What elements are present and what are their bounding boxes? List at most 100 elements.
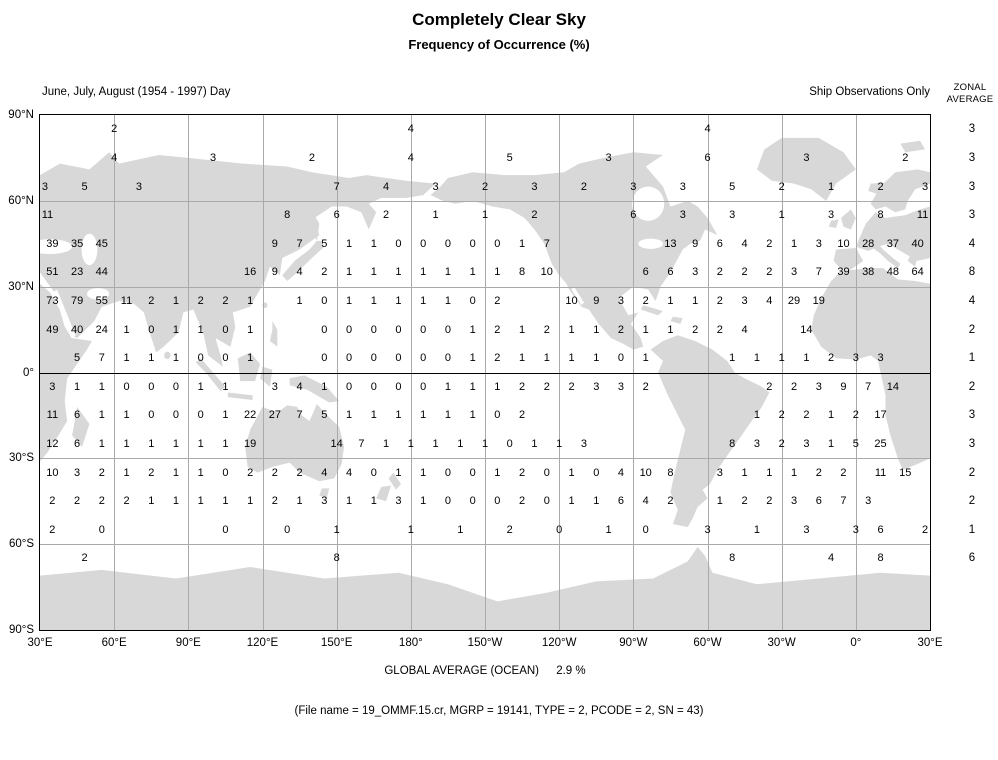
landmass-sri-lanka — [164, 351, 171, 360]
grid-value: 9 — [692, 237, 699, 250]
grid-value: 1 — [197, 438, 204, 451]
grid-value: 3 — [877, 352, 884, 365]
grid-value: 2 — [642, 294, 649, 307]
grid-value: 5 — [729, 180, 736, 193]
grid-value: 17 — [874, 409, 887, 422]
grid-value: 1 — [432, 209, 439, 222]
grid-value: 3 — [852, 523, 859, 536]
grid-value: 2 — [902, 151, 909, 164]
grid-value: 1 — [790, 237, 798, 250]
grid-value: 7 — [333, 180, 340, 193]
grid-value: 1 — [753, 523, 760, 536]
grid-value: 6 — [642, 266, 649, 279]
grid-value: 1 — [790, 466, 798, 479]
grid-value: 7 — [296, 409, 303, 422]
grid-value: 0 — [321, 294, 328, 307]
grid-value: 2 — [222, 294, 229, 307]
grid-value: 2 — [921, 523, 929, 536]
grid-value: 3 — [617, 380, 625, 393]
grid-value: 19 — [812, 294, 825, 307]
grid-value: 1 — [766, 466, 773, 479]
grid-value: 1 — [494, 266, 501, 279]
grid-value: 1 — [556, 438, 563, 451]
gridline-horizontal — [40, 286, 930, 288]
grid-value: 6 — [333, 209, 340, 222]
grid-value: 3 — [74, 466, 81, 479]
zonal-average-header: ZONAL AVERAGE — [942, 82, 998, 106]
grid-value: 4 — [321, 466, 328, 479]
grid-value: 1 — [148, 438, 155, 451]
grid-value: 1 — [828, 180, 835, 193]
grid-value: 1 — [692, 294, 699, 307]
grid-value: 2 — [519, 380, 526, 393]
x-tick-label: 150°E — [320, 637, 353, 649]
grid-value: 2 — [519, 495, 526, 508]
grid-value: 3 — [921, 180, 929, 193]
grid-value: 1 — [568, 323, 575, 336]
x-tick-label: 180° — [398, 637, 423, 649]
grid-value: 49 — [46, 323, 59, 336]
grid-value: 1 — [568, 352, 575, 365]
grid-value: 3 — [803, 438, 810, 451]
landmass-taiwan — [262, 302, 268, 309]
grid-value: 1 — [593, 495, 600, 508]
grid-value: 28 — [862, 237, 875, 250]
global-average-value: 2.9 % — [556, 665, 586, 677]
landmass-sakhalin — [311, 215, 320, 241]
grid-value: 1 — [395, 266, 402, 279]
grid-value: 1 — [519, 323, 526, 336]
grid-value: 0 — [469, 294, 476, 307]
grid-value: 7 — [358, 438, 365, 451]
grid-value: 0 — [543, 466, 550, 479]
grid-value: 48 — [886, 266, 900, 279]
grid-value: 1 — [457, 523, 464, 536]
grid-value: 1 — [197, 466, 204, 479]
grid-value: 5 — [321, 237, 328, 250]
grid-value: 1 — [247, 323, 254, 336]
grid-value: 1 — [519, 352, 526, 365]
grid-value: 2 — [716, 266, 723, 279]
grid-value: 0 — [420, 237, 427, 250]
grid-value: 15 — [899, 466, 912, 479]
gridline-horizontal — [40, 544, 930, 546]
grid-value: 2 — [481, 180, 489, 193]
grid-value: 2 — [111, 123, 118, 136]
grid-value: 7 — [98, 352, 105, 365]
grid-value: 8 — [519, 266, 526, 279]
zonal-average-header-line2: AVERAGE — [946, 94, 994, 105]
grid-value: 0 — [395, 352, 402, 365]
grid-value: 0 — [642, 523, 649, 536]
zonal-average-value: 4 — [968, 237, 976, 250]
grid-value: 6 — [877, 523, 884, 536]
grid-value: 39 — [837, 266, 850, 279]
zonal-average-header-line1: ZONAL — [953, 82, 987, 93]
grid-value: 2 — [247, 466, 254, 479]
grid-value: 1 — [605, 523, 612, 536]
y-tick-label: 30°S — [8, 452, 34, 465]
grid-value: 1 — [345, 294, 353, 307]
grid-value: 55 — [95, 294, 108, 307]
grid-value: 1 — [74, 380, 81, 393]
grid-values-layer: 2 4 4 4 3 2 4 5 3 6 3 2 3 5 3 7 4 3 2 3 2 3 3 5 2 1 2 3 11 8 6 2 1 1 2 6 3 3 1… — [40, 115, 930, 630]
landmass-philippines — [269, 321, 278, 347]
landmass-new-zealand-north — [388, 472, 401, 490]
grid-value: 1 — [432, 438, 439, 451]
grid-value: 0 — [172, 380, 180, 393]
grid-value: 2 — [741, 266, 748, 279]
grid-value: 1 — [172, 438, 180, 451]
grid-value: 5 — [74, 352, 81, 365]
grid-value: 1 — [296, 294, 303, 307]
grid-value: 1 — [778, 209, 785, 222]
x-tick-label: 120°W — [541, 637, 577, 649]
grid-value: 2 — [815, 466, 822, 479]
grid-value: 4 — [828, 552, 835, 565]
x-tick-label: 120°E — [246, 637, 279, 649]
grid-value: 0 — [420, 380, 427, 393]
grid-value: 2 — [803, 409, 810, 422]
grid-value: 2 — [296, 466, 303, 479]
grid-value: 1 — [321, 380, 328, 393]
grid-value: 37 — [886, 237, 900, 250]
grid-value: 35 — [70, 237, 84, 250]
grid-value: 11 — [916, 209, 929, 222]
grid-value: 3 — [593, 380, 600, 393]
